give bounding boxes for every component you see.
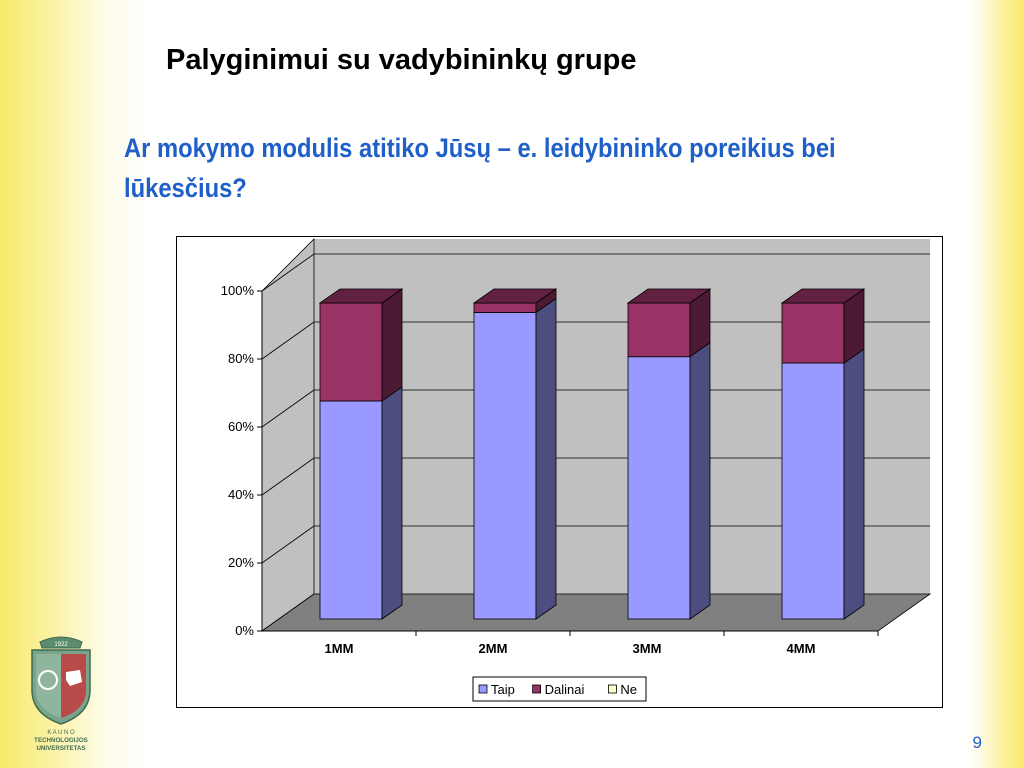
bar-dalinai-4mm — [781, 302, 845, 364]
bar-top-2mm — [472, 288, 558, 304]
logo-shield-left — [36, 654, 61, 718]
bar-top-4mm — [780, 288, 866, 304]
y-tick-label: 20% — [228, 555, 254, 570]
right-gradient-band — [964, 0, 1024, 768]
bar-dalinai-2mm — [473, 302, 537, 313]
logo-year: 1922 — [54, 642, 68, 648]
gridline-diagonal — [261, 525, 315, 564]
bar-taip-4mm — [781, 362, 845, 620]
logo-line-2: TECHNOLOGIJOS — [34, 737, 88, 744]
legend-swatch-dalinai — [532, 684, 542, 694]
legend-swatch-ne — [607, 684, 617, 694]
legend-label-taip: Taip — [491, 682, 515, 697]
bar-dalinai-3mm — [627, 302, 691, 358]
logo-knight — [66, 670, 82, 686]
legend: Taip Dalinai Ne — [472, 676, 647, 702]
logo-crown — [39, 636, 83, 649]
x-category-label: 3MM — [633, 641, 662, 656]
bar-side-taip-2mm — [535, 297, 557, 620]
bar-top-1mm — [318, 288, 404, 304]
gridline-diagonal — [261, 321, 315, 360]
legend-box — [472, 676, 647, 702]
gridline-diagonal — [261, 457, 315, 496]
chart-svg: 0% 20% 40% 60% 80% 100% 1MM 2MM 3MM 4MM Taip Dali… — [221, 238, 932, 702]
x-category-label: 2MM — [479, 641, 508, 656]
y-tick-label: 0% — [235, 623, 254, 638]
legend-label-dalinai: Dalinai — [545, 682, 585, 697]
bar-taip-3mm — [627, 356, 691, 620]
logo-emblem — [38, 670, 58, 690]
legend-label-ne: Ne — [620, 682, 637, 697]
university-logo: 1922 K A U N O TECHNOLOGIJOS UNIVERSITET… — [31, 636, 91, 752]
bar-top-3mm — [626, 288, 712, 304]
legend-swatch-taip — [478, 684, 488, 694]
bar-side-taip-3mm — [689, 341, 711, 620]
y-tick-label: 60% — [228, 419, 254, 434]
bar-side-taip-4mm — [843, 348, 865, 620]
logo-shield-right — [61, 654, 86, 718]
bar-taip-2mm — [473, 312, 537, 620]
page-number: 9 — [972, 733, 982, 752]
bar-dalinai-1mm — [319, 302, 383, 402]
logo-line-1: K A U N O — [47, 730, 75, 736]
x-axis-categories: 1MM 2MM 3MM 4MM — [325, 631, 879, 656]
gridline-diagonal — [261, 253, 315, 292]
y-axis-ticks: 0% 20% 40% 60% 80% 100% — [221, 283, 262, 638]
y-tick-label: 80% — [228, 351, 254, 366]
plot-back-wall — [314, 239, 930, 594]
logo-line-3: UNIVERSITETAS — [36, 745, 85, 752]
bar-taip-1mm — [319, 400, 383, 620]
bar-side-dalinai-1mm — [381, 288, 403, 402]
x-category-label: 4MM — [787, 641, 816, 656]
bar-side-taip-1mm — [381, 386, 403, 620]
x-category-label: 1MM — [325, 641, 354, 656]
question-text: Ar mokymo modulis atitiko Jūsų – e. leid… — [124, 133, 836, 203]
bars — [318, 288, 866, 620]
y-tick-label: 100% — [221, 283, 255, 298]
y-tick-label: 40% — [228, 487, 254, 502]
plot-side-wall — [261, 238, 315, 632]
slide-title: Palyginimui su vadybininkų grupe — [166, 44, 637, 76]
gridline-diagonal — [261, 389, 315, 428]
chart-frame: 0% 20% 40% 60% 80% 100% 1MM 2MM 3MM 4MM Taip Dali… — [176, 236, 943, 708]
